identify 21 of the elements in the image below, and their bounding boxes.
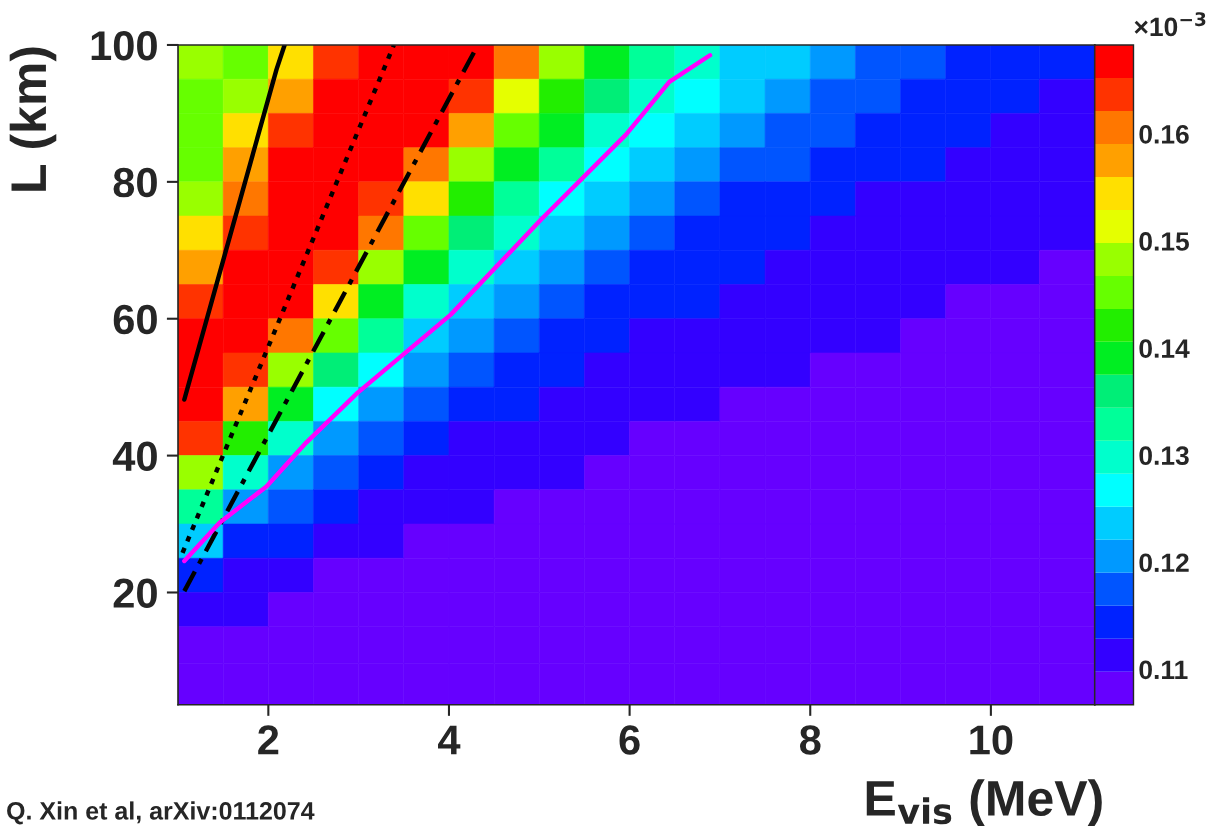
color-bar-label: 0.15	[1139, 232, 1189, 251]
x-tick-label: 2	[258, 725, 279, 755]
y-tick-label: 40	[112, 441, 157, 472]
color-bar-label: 0.13	[1139, 446, 1189, 466]
x-axis-title: E$_{vis}$ (MeV)	[866, 779, 1102, 826]
y-tick-label: 100	[91, 30, 157, 61]
y-axis-title: L (km)	[9, 47, 57, 191]
color-bar-label: 0.11	[1139, 660, 1188, 680]
color-bar-title: ×10$^{−3}$	[1134, 12, 1206, 37]
x-tick-label: 6	[619, 725, 640, 755]
color-bar-label: 0.12	[1139, 553, 1189, 573]
x-tick-label: 4	[438, 725, 461, 755]
line-series	[182, 53, 713, 564]
text: Q. Xin et al, arXiv:0112074	[7, 801, 315, 825]
x-tick-label: 8	[799, 725, 821, 755]
color-bar-label: 0.14	[1139, 339, 1190, 358]
x-tick-label: 10	[970, 725, 1013, 755]
y-tick-label: 60	[113, 304, 157, 335]
y-tick-label: 80	[113, 167, 157, 198]
y-tick-label: 20	[113, 578, 157, 608]
color-bar-label: 0.16	[1139, 125, 1189, 144]
